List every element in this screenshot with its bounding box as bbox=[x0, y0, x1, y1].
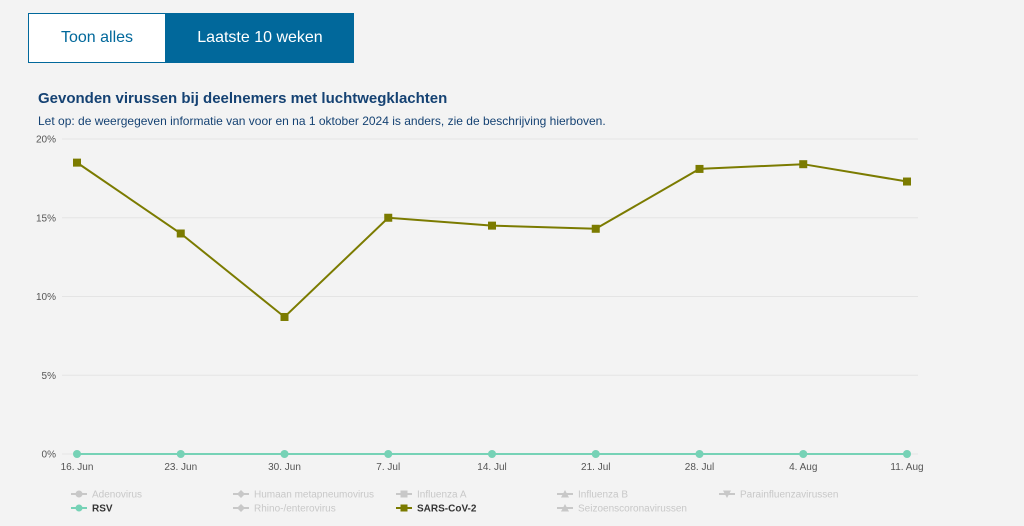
x-tick-label: 11. Aug bbox=[890, 462, 923, 473]
legend-item-humaan-metapneumovirus[interactable]: Humaan metapneumovirus bbox=[233, 490, 374, 501]
legend-marker-square bbox=[400, 504, 408, 512]
legend-item-adenovirus[interactable]: Adenovirus bbox=[71, 490, 142, 501]
data-point-sars-cov-2 bbox=[384, 213, 393, 222]
x-tick-label: 4. Aug bbox=[789, 462, 817, 473]
legend-label: Influenza B bbox=[578, 490, 628, 501]
legend-item-seizoenscoronavirussen[interactable]: Seizoenscoronavirussen bbox=[557, 504, 687, 515]
data-point-rsv bbox=[903, 450, 911, 458]
data-point-sars-cov-2 bbox=[280, 312, 289, 321]
data-point-rsv bbox=[280, 450, 289, 458]
data-point-sars-cov-2 bbox=[591, 224, 600, 233]
legend-marker-diamond bbox=[237, 504, 245, 512]
data-point-rsv bbox=[799, 450, 808, 458]
legend-label: Rhino-/enterovirus bbox=[254, 504, 336, 515]
legend-item-influenza-b[interactable]: Influenza B bbox=[557, 490, 628, 501]
chart-subtitle: Let op: de weergegeven informatie van vo… bbox=[38, 114, 606, 128]
x-tick-label: 30. Jun bbox=[268, 462, 301, 473]
data-point-sars-cov-2 bbox=[799, 160, 808, 169]
x-tick-label: 7. Jul bbox=[376, 462, 400, 473]
legend-label: SARS-CoV-2 bbox=[417, 504, 477, 515]
chart-title: Gevonden virussen bij deelnemers met luc… bbox=[38, 90, 448, 107]
tab-show-all[interactable]: Toon alles bbox=[28, 13, 166, 63]
legend-item-rsv[interactable]: RSV bbox=[71, 504, 113, 515]
data-point-rsv bbox=[176, 450, 185, 458]
legend-label: Seizoenscoronavirussen bbox=[578, 504, 687, 515]
data-point-rsv bbox=[73, 450, 81, 458]
data-point-rsv bbox=[591, 450, 600, 458]
data-point-sars-cov-2 bbox=[903, 177, 911, 186]
period-tabs: Toon alles Laatste 10 weken bbox=[28, 13, 354, 63]
series-line-sars-cov-2 bbox=[76, 161, 908, 319]
x-tick-label: 23. Jun bbox=[164, 462, 197, 473]
legend-item-influenza-a[interactable]: Influenza A bbox=[396, 490, 467, 501]
y-tick-label: 15% bbox=[36, 213, 56, 224]
tab-last-10-weeks[interactable]: Laatste 10 weken bbox=[166, 13, 354, 63]
x-tick-label: 28. Jul bbox=[685, 462, 714, 473]
legend-item-rhino-enterovirus[interactable]: Rhino-/enterovirus bbox=[233, 504, 336, 515]
y-tick-label: 10% bbox=[36, 292, 56, 303]
x-tick-label: 16. Jun bbox=[61, 462, 94, 473]
legend-marker-circle bbox=[75, 504, 83, 512]
legend-marker-diamond bbox=[237, 490, 245, 498]
legend-item-parainfluenzavirussen[interactable]: Parainfluenzavirussen bbox=[719, 490, 838, 501]
y-tick-label: 5% bbox=[42, 371, 57, 382]
legend-marker-circle bbox=[75, 490, 83, 498]
legend-label: RSV bbox=[92, 504, 113, 515]
legend-item-sars-cov-2[interactable]: SARS-CoV-2 bbox=[396, 504, 477, 515]
data-point-rsv bbox=[488, 450, 496, 458]
y-tick-label: 20% bbox=[36, 135, 56, 146]
data-point-sars-cov-2 bbox=[73, 158, 81, 167]
legend-label: Parainfluenzavirussen bbox=[740, 490, 838, 501]
data-point-sars-cov-2 bbox=[176, 229, 185, 238]
legend-label: Adenovirus bbox=[92, 490, 142, 501]
y-tick-label: 0% bbox=[42, 450, 57, 461]
data-point-sars-cov-2 bbox=[488, 221, 496, 230]
data-point-sars-cov-2 bbox=[695, 164, 704, 173]
x-tick-label: 14. Jul bbox=[477, 462, 506, 473]
x-tick-label: 21. Jul bbox=[581, 462, 610, 473]
data-point-rsv bbox=[695, 450, 704, 458]
legend-label: Influenza A bbox=[417, 490, 467, 501]
legend-label: Humaan metapneumovirus bbox=[254, 490, 374, 501]
data-point-rsv bbox=[384, 450, 393, 458]
legend-marker-triangle bbox=[561, 504, 569, 512]
legend-marker-square bbox=[400, 490, 408, 498]
legend-marker-triangle-down bbox=[723, 490, 731, 498]
legend-marker-triangle bbox=[561, 490, 569, 498]
